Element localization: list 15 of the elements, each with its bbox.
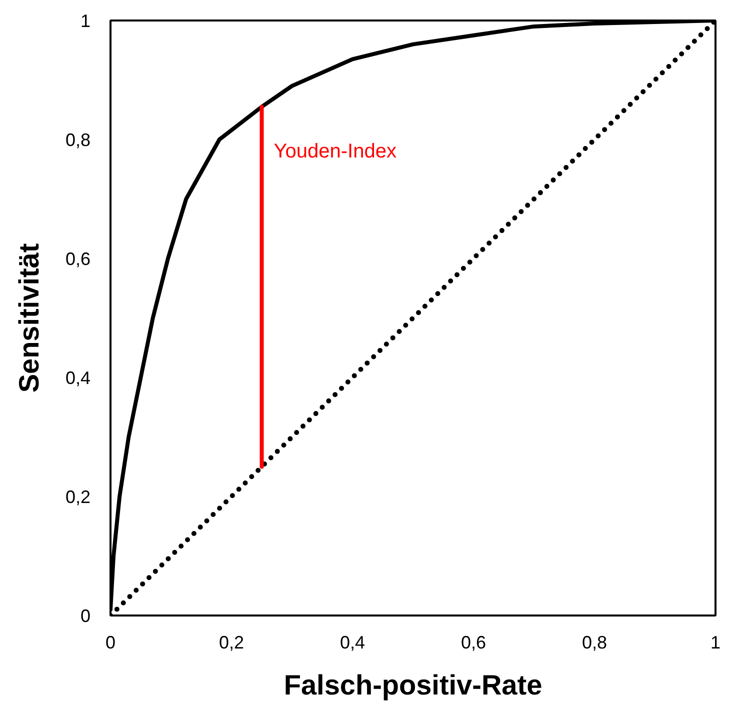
x-tick-label: 0,6 [460,632,486,652]
y-tick-label: 0,2 [65,487,91,507]
y-tick-label: 0,8 [65,130,91,150]
y-tick-label: 0,4 [65,368,91,388]
x-axis-title: Falsch-positiv-Rate [284,670,542,700]
x-tick-label: 1 [710,632,721,652]
annotation: Youden-Index [274,140,396,162]
y-tick-label: 0,6 [65,249,91,269]
y-tick-label: 0 [80,606,91,626]
x-tick-label: 0,4 [340,632,366,652]
x-tick-label: 0 [105,632,116,652]
y-axis-title: Sensitivität [13,243,44,393]
x-tick-label: 0,8 [582,632,608,652]
y-tick-label: 1 [80,11,91,31]
x-tick-label: 0,2 [218,632,244,652]
